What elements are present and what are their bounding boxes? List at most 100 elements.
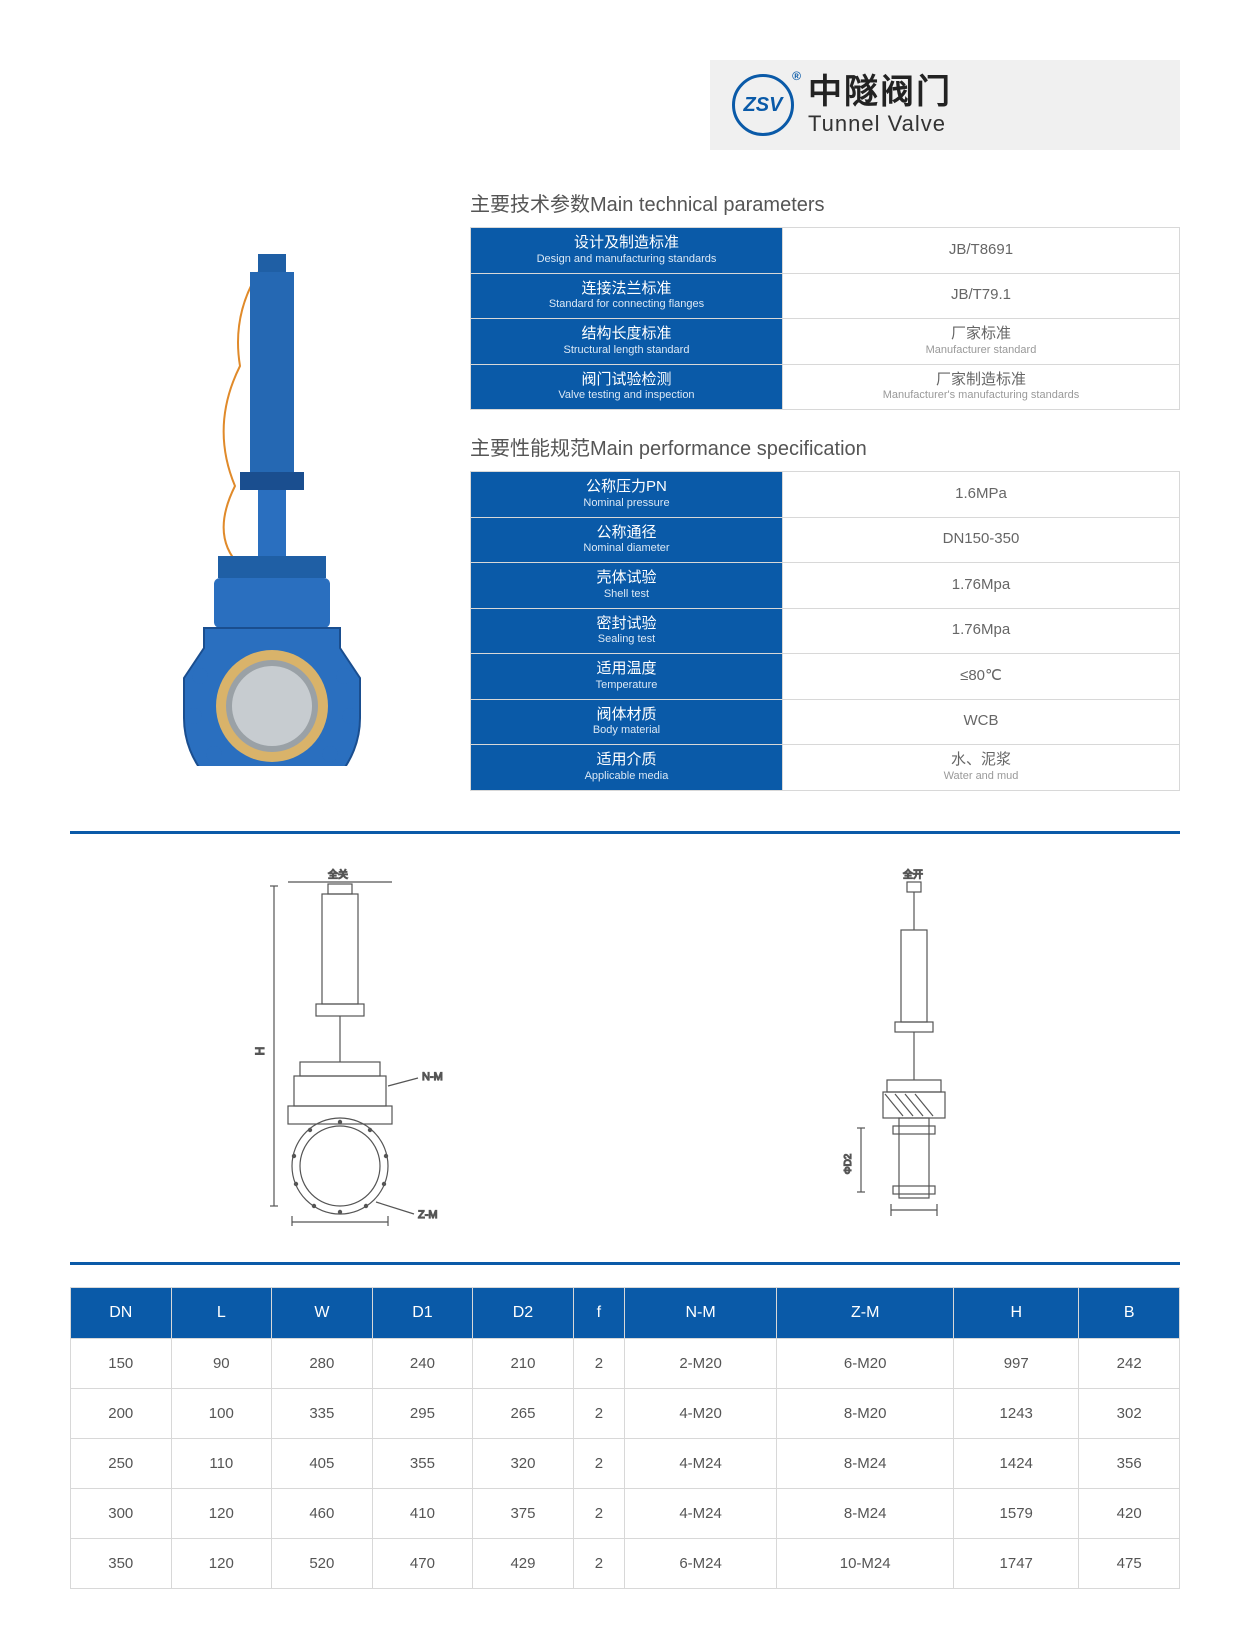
section-divider-1 [70, 831, 1180, 834]
dims-cell: 1424 [954, 1438, 1079, 1488]
spec-label: 壳体试验Shell test [471, 563, 783, 609]
dims-cell: 375 [473, 1488, 574, 1538]
technical-parameters-table: 设计及制造标准Design and manufacturing standard… [470, 227, 1180, 410]
spec-value: 厂家制造标准Manufacturer's manufacturing stand… [782, 364, 1179, 410]
svg-text:N-M: N-M [422, 1071, 443, 1083]
dims-cell: 2-M20 [624, 1338, 776, 1388]
dims-cell: 356 [1079, 1438, 1180, 1488]
dims-cell: 250 [71, 1438, 172, 1488]
dims-header-cell: D1 [372, 1287, 473, 1338]
dims-row: 1509028024021022-M206-M20997242 [71, 1338, 1180, 1388]
dims-cell: 8-M24 [777, 1438, 954, 1488]
product-illustration [70, 180, 440, 813]
dims-cell: 2 [573, 1338, 624, 1388]
dims-cell: 10-M24 [777, 1538, 954, 1588]
diagram-closed: 全关 H [70, 866, 605, 1226]
dims-cell: 4-M20 [624, 1388, 776, 1438]
dims-cell: 90 [171, 1338, 272, 1388]
dims-header-cell: Z-M [777, 1287, 954, 1338]
dims-cell: 8-M24 [777, 1488, 954, 1538]
dims-cell: 4-M24 [624, 1438, 776, 1488]
spec-label: 连接法兰标准Standard for connecting flanges [471, 273, 783, 319]
spec-value: JB/T79.1 [782, 273, 1179, 319]
dims-header-cell: D2 [473, 1287, 574, 1338]
dims-row: 30012046041037524-M248-M241579420 [71, 1488, 1180, 1538]
spec-row: 阀门试验检测Valve testing and inspection厂家制造标准… [471, 364, 1180, 410]
spec-row: 结构长度标准Structural length standard厂家标准Manu… [471, 319, 1180, 365]
dims-header-cell: H [954, 1287, 1079, 1338]
dims-cell: 320 [473, 1438, 574, 1488]
spec-value: 厂家标准Manufacturer standard [782, 319, 1179, 365]
dims-header-cell: L [171, 1287, 272, 1338]
spec-row: 适用介质Applicable media水、泥浆Water and mud [471, 745, 1180, 791]
dims-cell: 6-M20 [777, 1338, 954, 1388]
dims-cell: 295 [372, 1388, 473, 1438]
dims-cell: 100 [171, 1388, 272, 1438]
dims-cell: 302 [1079, 1388, 1180, 1438]
brand-logo-text: ZSV [744, 94, 783, 117]
dims-cell: 242 [1079, 1338, 1180, 1388]
dims-cell: 350 [71, 1538, 172, 1588]
dims-cell: 150 [71, 1338, 172, 1388]
svg-text:H: H [253, 1046, 267, 1055]
dims-cell: 110 [171, 1438, 272, 1488]
dims-cell: 240 [372, 1338, 473, 1388]
diagram-open-label: 全开 [903, 868, 923, 881]
dims-cell: 429 [473, 1538, 574, 1588]
page: ZSV ® 中隧阀门 Tunnel Valve [0, 0, 1250, 1639]
dims-cell: 265 [473, 1388, 574, 1438]
dimensions-table: DNLWD1D2fN-MZ-MHB 1509028024021022-M206-… [70, 1287, 1180, 1589]
dimensions-header-row: DNLWD1D2fN-MZ-MHB [71, 1287, 1180, 1338]
performance-spec-table: 公称压力PNNominal pressure1.6MPa公称通径Nominal … [470, 471, 1180, 791]
svg-text:ΦD2: ΦD2 [843, 1153, 854, 1174]
dims-cell: 280 [272, 1338, 373, 1388]
top-section: 主要技术参数Main technical parameters 设计及制造标准D… [70, 180, 1180, 813]
dims-cell: 2 [573, 1538, 624, 1588]
spec-label: 适用温度Temperature [471, 654, 783, 700]
dims-header-cell: B [1079, 1287, 1180, 1338]
diagram-closed-svg: 全关 H [188, 866, 488, 1226]
brand-logo: ZSV ® [732, 74, 794, 136]
spec-value: 1.76Mpa [782, 608, 1179, 654]
brand-band: ZSV ® 中隧阀门 Tunnel Valve [710, 60, 1180, 150]
dims-header-cell: f [573, 1287, 624, 1338]
spec-row: 公称通径Nominal diameterDN150-350 [471, 517, 1180, 563]
diagram-open-svg: 全开 [803, 866, 1023, 1226]
spec-row: 公称压力PNNominal pressure1.6MPa [471, 472, 1180, 518]
dims-header-cell: N-M [624, 1287, 776, 1338]
dims-header-cell: W [272, 1287, 373, 1338]
diagrams-row: 全关 H [70, 856, 1180, 1244]
spec-label: 阀体材质Body material [471, 699, 783, 745]
dims-cell: 120 [171, 1538, 272, 1588]
dims-cell: 335 [272, 1388, 373, 1438]
dims-header-cell: DN [71, 1287, 172, 1338]
spec-label: 结构长度标准Structural length standard [471, 319, 783, 365]
spec-value: 水、泥浆Water and mud [782, 745, 1179, 791]
dims-cell: 1579 [954, 1488, 1079, 1538]
dims-cell: 200 [71, 1388, 172, 1438]
dims-cell: 1747 [954, 1538, 1079, 1588]
dims-cell: 355 [372, 1438, 473, 1488]
brand-name-cn: 中隧阀门 [808, 74, 952, 111]
dims-cell: 420 [1079, 1488, 1180, 1538]
spec-value: DN150-350 [782, 517, 1179, 563]
dims-cell: 2 [573, 1388, 624, 1438]
dims-row: 20010033529526524-M208-M201243302 [71, 1388, 1180, 1438]
dims-cell: 6-M24 [624, 1538, 776, 1588]
dims-cell: 120 [171, 1488, 272, 1538]
dims-cell: 475 [1079, 1538, 1180, 1588]
svg-text:Z-M: Z-M [418, 1209, 438, 1221]
section2-title: 主要性能规范Main performance specification [470, 432, 1180, 461]
spec-value: 1.6MPa [782, 472, 1179, 518]
spec-value: ≤80℃ [782, 654, 1179, 700]
dims-cell: 410 [372, 1488, 473, 1538]
spec-label: 公称压力PNNominal pressure [471, 472, 783, 518]
spec-row: 适用温度Temperature≤80℃ [471, 654, 1180, 700]
dims-cell: 2 [573, 1488, 624, 1538]
spec-row: 壳体试验Shell test1.76Mpa [471, 563, 1180, 609]
dims-cell: 997 [954, 1338, 1079, 1388]
dims-cell: 520 [272, 1538, 373, 1588]
spec-label: 设计及制造标准Design and manufacturing standard… [471, 228, 783, 274]
spec-label: 适用介质Applicable media [471, 745, 783, 791]
diagram-open: 全开 [645, 866, 1180, 1226]
